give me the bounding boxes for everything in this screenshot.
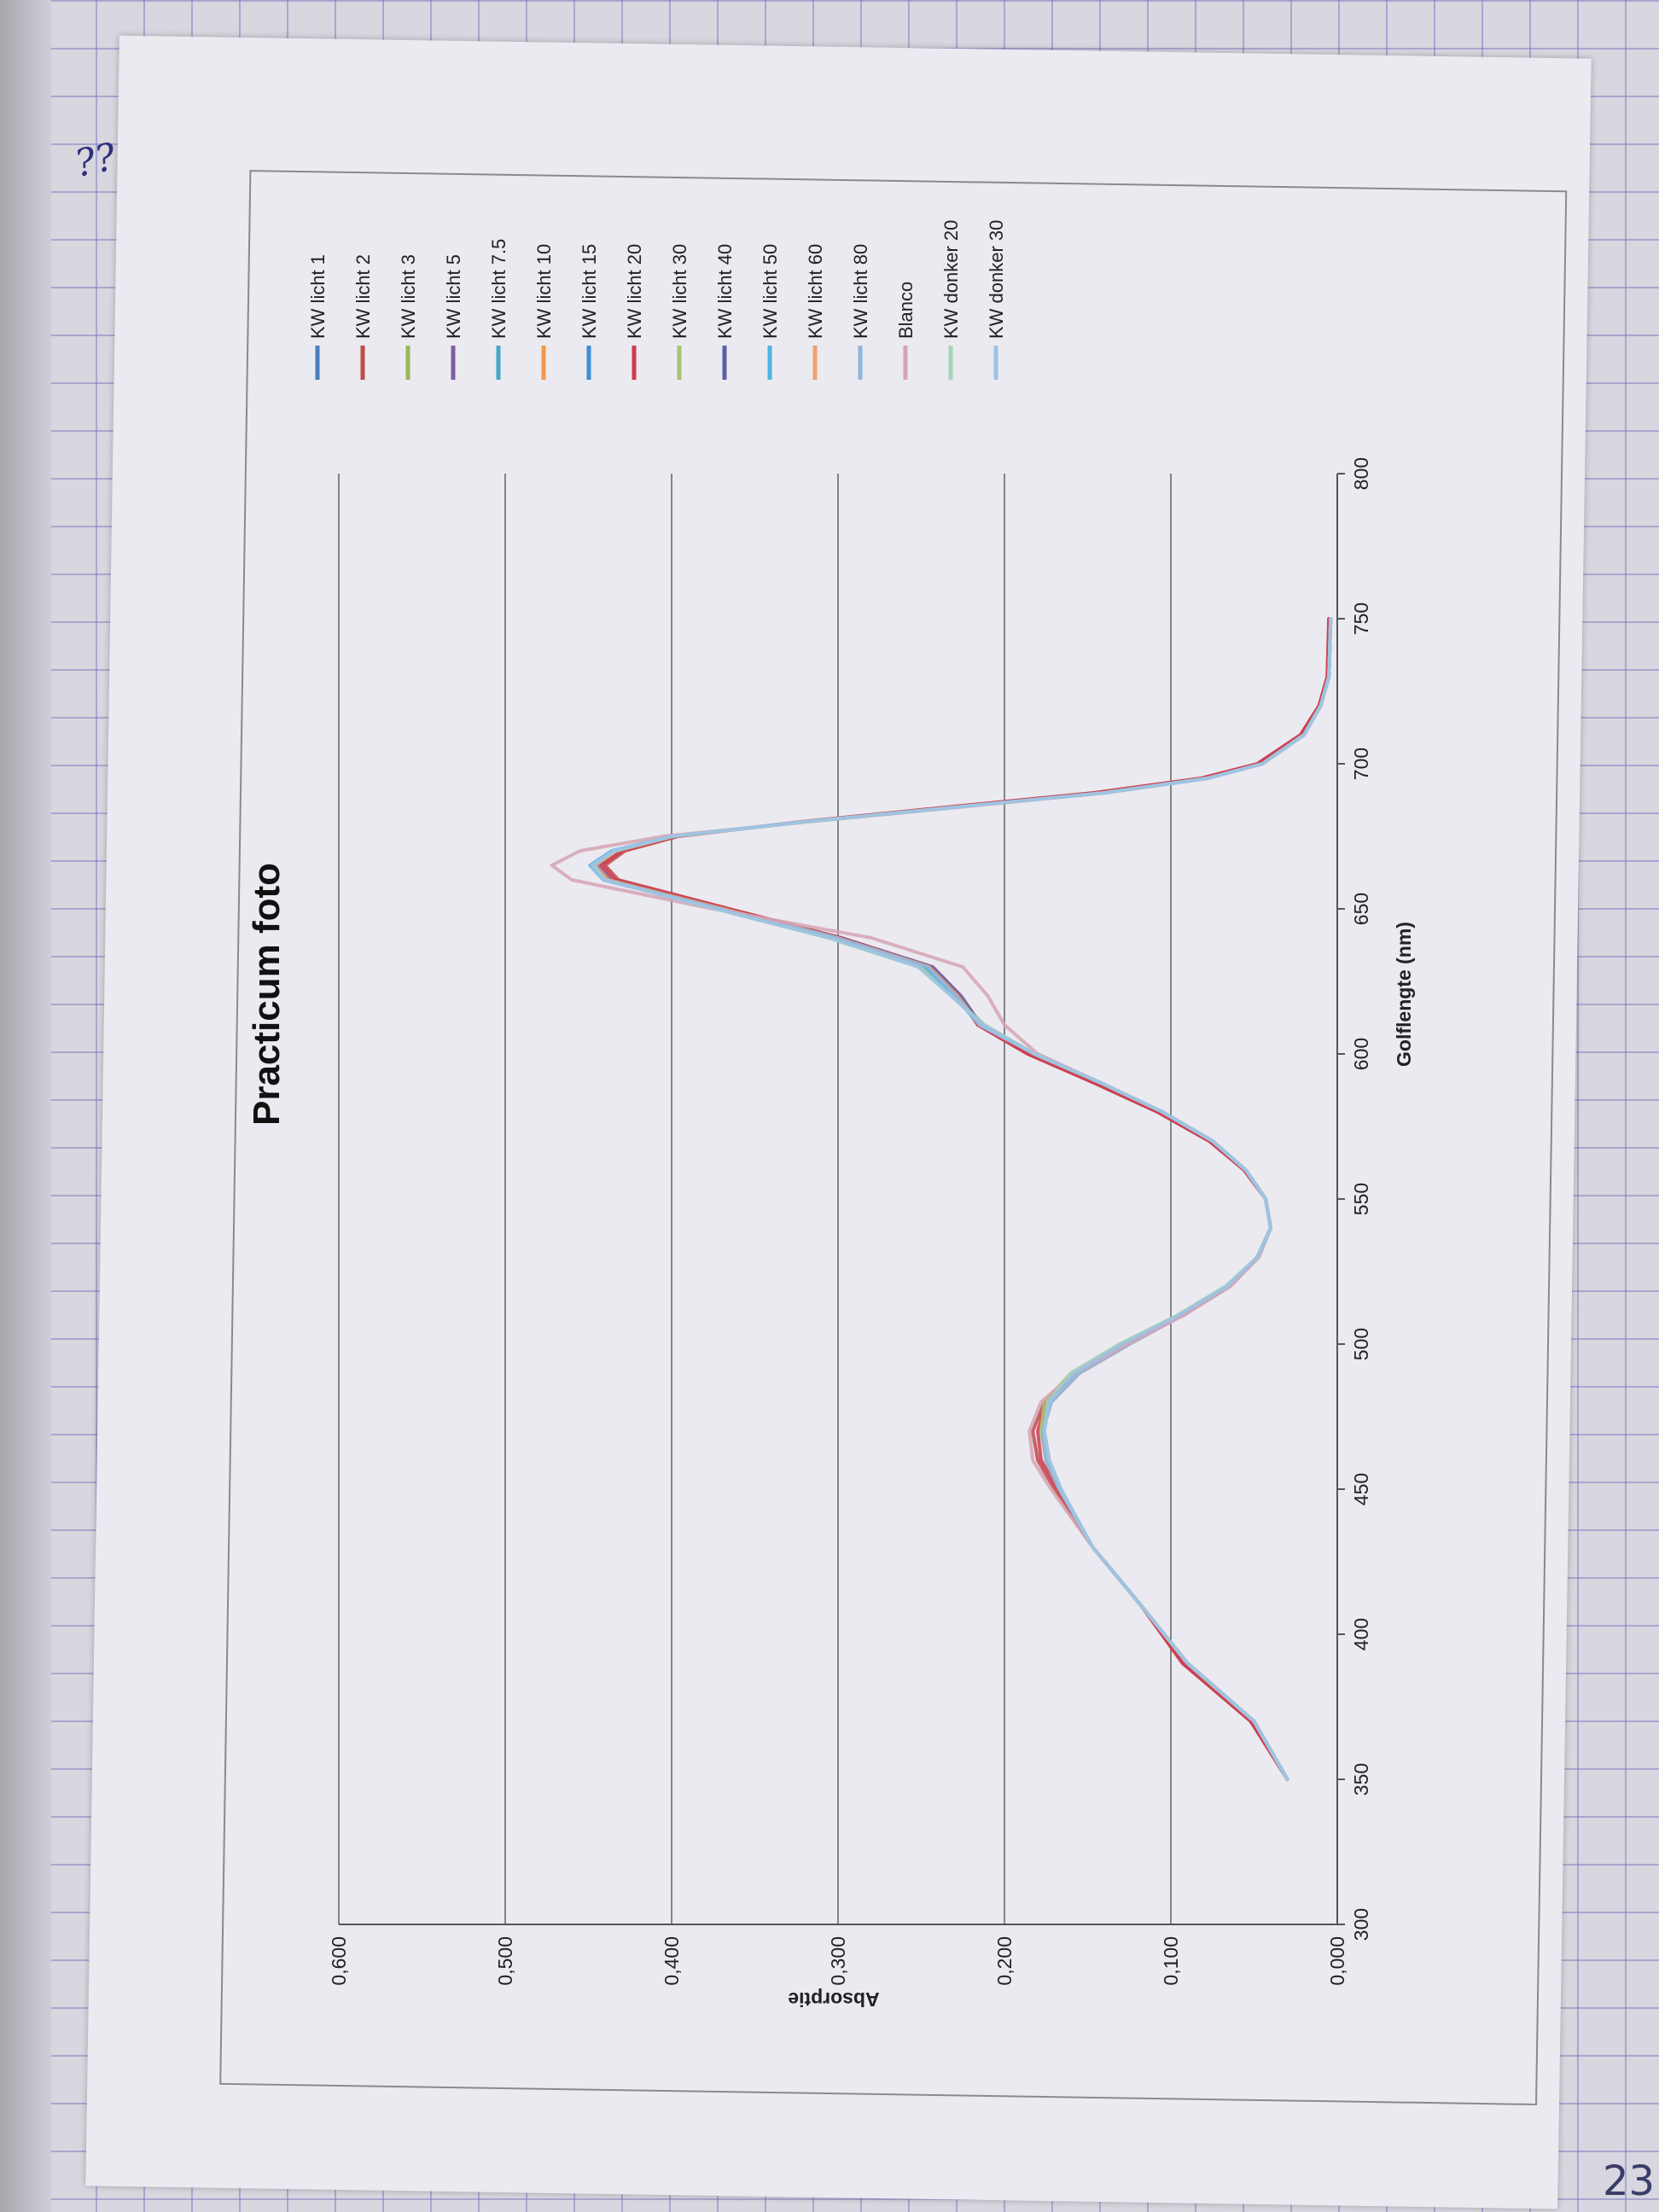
x-tick-label: 450 <box>1350 1473 1372 1505</box>
series-line <box>593 617 1333 1781</box>
x-tick-label: 300 <box>1350 1908 1372 1941</box>
x-tick-label: 750 <box>1350 602 1372 635</box>
x-axis-title: Golflengte (nm) <box>1393 922 1415 1067</box>
series-line <box>588 617 1333 1781</box>
legend-label: Blanco <box>895 282 917 339</box>
series-line <box>591 617 1333 1781</box>
legend: KW licht 1 KW licht 2 KW licht 3 KW licht 5… <box>307 220 1007 380</box>
legend-label: KW donker 30 <box>986 220 1007 339</box>
series-line <box>590 617 1333 1781</box>
series-line <box>593 617 1333 1781</box>
chart-title: Practicum foto <box>246 863 288 1126</box>
series-line <box>597 617 1333 1781</box>
series-line <box>591 617 1333 1781</box>
series-line <box>550 617 1333 1781</box>
legend-label: KW licht 5 <box>443 254 464 339</box>
series-line <box>593 617 1333 1781</box>
legend-label: KW licht 60 <box>805 244 826 339</box>
x-tick-label: 350 <box>1350 1763 1372 1796</box>
legend-label: KW licht 15 <box>579 244 600 339</box>
y-tick-label: 0,000 <box>1326 1936 1348 1986</box>
axes: 0,000 0,100 0,200 0,300 0,400 0,500 0,600 300 35… <box>328 457 1372 1986</box>
legend-label: KW licht 80 <box>850 244 871 339</box>
legend-label: KW licht 20 <box>624 244 645 339</box>
gridlines <box>338 474 1172 1924</box>
y-tick-label: 0,500 <box>494 1936 516 1986</box>
y-tick-label: 0,300 <box>827 1936 849 1986</box>
x-tick-label: 550 <box>1350 1183 1372 1215</box>
notebook-spine <box>0 0 51 2212</box>
legend-label: KW licht 50 <box>760 244 781 339</box>
legend-label: KW licht 3 <box>398 254 419 339</box>
series-line <box>590 617 1333 1781</box>
x-tick-label: 500 <box>1350 1328 1372 1360</box>
series-line <box>590 617 1333 1781</box>
series-line <box>590 617 1333 1781</box>
series-line <box>593 617 1333 1781</box>
series-line <box>600 617 1331 1781</box>
legend-label: KW donker 20 <box>940 220 962 339</box>
y-tick-label: 0,600 <box>328 1936 350 1986</box>
legend-label: KW licht 2 <box>352 254 374 339</box>
page-number: 23 <box>1603 2157 1656 2205</box>
series-line <box>591 617 1333 1781</box>
x-tick-label: 800 <box>1350 457 1372 490</box>
y-axis-title: Absorptie <box>788 1988 879 2011</box>
y-tick-label: 0,400 <box>661 1936 683 1986</box>
legend-label: KW licht 30 <box>669 244 690 339</box>
x-tick-label: 400 <box>1350 1618 1372 1650</box>
y-tick-label: 0,200 <box>993 1936 1016 1986</box>
y-tick-label: 0,100 <box>1160 1936 1182 1986</box>
legend-label: KW licht 1 <box>307 254 329 339</box>
series-line <box>603 617 1331 1781</box>
series-lines <box>550 617 1333 1781</box>
legend-label: KW licht 10 <box>533 244 555 339</box>
legend-label: KW licht 7.5 <box>488 239 509 339</box>
legend-label: KW licht 40 <box>714 244 736 339</box>
x-tick-label: 650 <box>1350 893 1372 925</box>
x-tick-label: 600 <box>1350 1038 1372 1070</box>
x-tick-label: 700 <box>1350 748 1372 780</box>
